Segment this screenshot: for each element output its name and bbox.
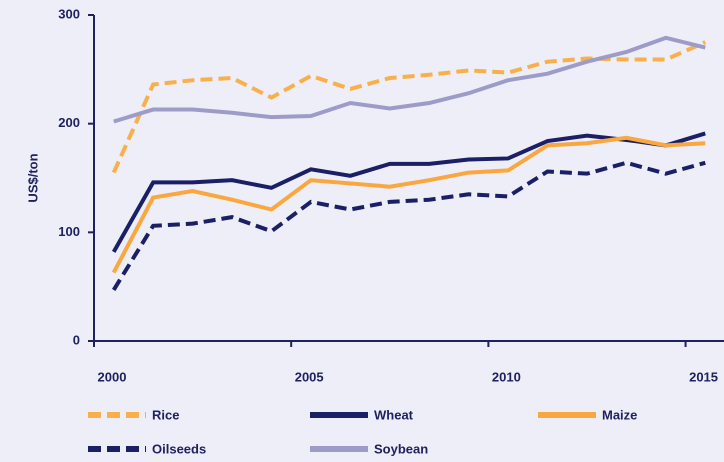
legend-label: Oilseeds (152, 441, 206, 456)
y-tick-label: 300 (58, 6, 80, 21)
y-tick-label: 200 (58, 115, 80, 130)
x-tick-label: 2010 (492, 369, 521, 384)
series-line (113, 35, 706, 124)
series-line (111, 40, 707, 174)
series-line (111, 131, 706, 253)
series-line (112, 160, 706, 291)
x-tick-label: 2000 (98, 369, 127, 384)
legend-label: Soybean (374, 441, 428, 456)
legend-label: Rice (152, 407, 179, 422)
y-tick-label: 0 (73, 332, 80, 347)
legend-label: Maize (602, 407, 637, 422)
series-line (111, 135, 706, 274)
y-tick-label: 100 (58, 224, 80, 239)
x-tick-label: 2005 (295, 369, 324, 384)
x-tick-label: 2015 (689, 369, 718, 384)
legend-label: Wheat (374, 407, 414, 422)
y-axis-label: US$/ton (25, 153, 40, 202)
